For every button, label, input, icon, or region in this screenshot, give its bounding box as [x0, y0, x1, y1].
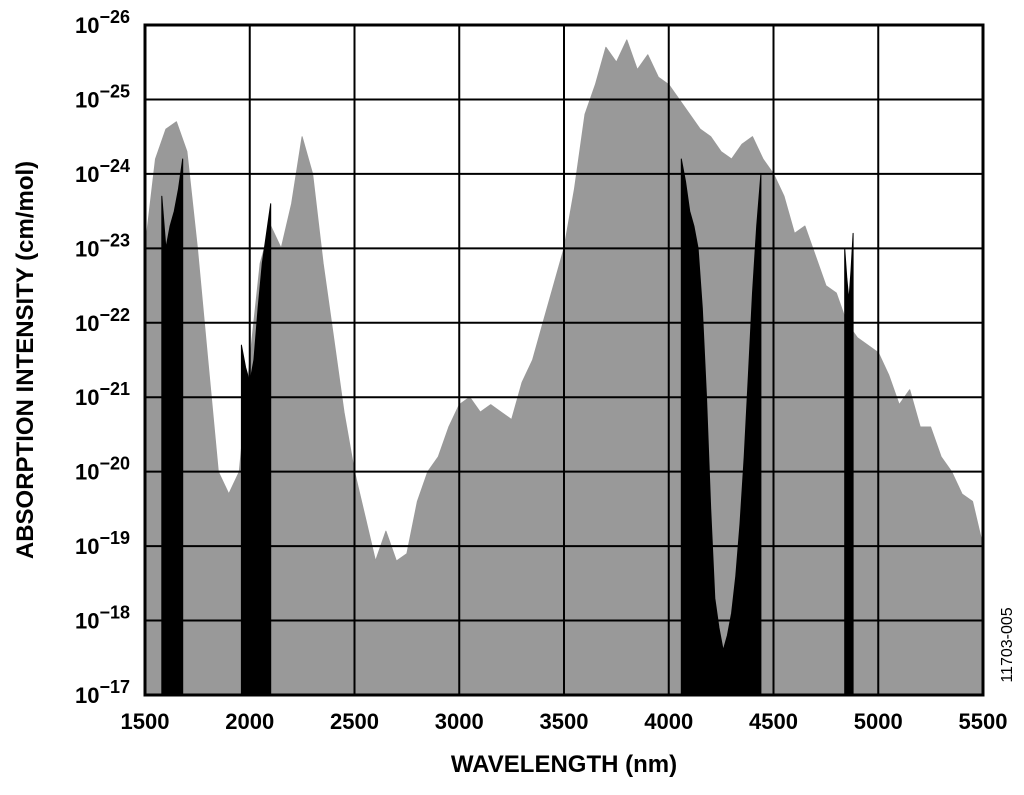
y-tick-label: 10−24 [75, 156, 130, 187]
grid-layer [145, 25, 983, 695]
x-tick-label: 3000 [435, 709, 484, 734]
x-tick-label: 4000 [644, 709, 693, 734]
y-axis-label: ABSORPTION INTENSITY (cm/mol) [12, 161, 39, 559]
y-tick-label: 10−26 [75, 7, 130, 38]
y-tick-label: 10−17 [75, 677, 130, 708]
y-tick-label: 10−21 [75, 379, 130, 410]
series-4-area [844, 232, 854, 696]
y-tick-labels: 10−17 10−18 10−19 10−20 10−21 10−22 10−23 10−24… [75, 7, 130, 708]
x-tick-labels: 1500 2000 2500 3000 3500 4000 4500 5000 5500 [121, 709, 1008, 734]
x-tick-label: 1500 [121, 709, 170, 734]
x-tick-label: 3500 [540, 709, 589, 734]
y-tick-label: 10−18 [75, 603, 130, 634]
figure-id: 11703-005 [999, 607, 1016, 682]
y-tick-label: 10−22 [75, 305, 130, 336]
y-tick-label: 10−19 [75, 528, 130, 559]
y-tick-label: 10−23 [75, 230, 130, 261]
series-1-area [161, 158, 184, 696]
x-tick-label: 5000 [854, 709, 903, 734]
series-2-area [240, 203, 272, 696]
x-tick-label: 5500 [959, 709, 1008, 734]
x-tick-label: 4500 [749, 709, 798, 734]
y-tick-label: 10−25 [75, 81, 130, 112]
x-tick-label: 2500 [330, 709, 379, 734]
y-tick-label: 10−20 [75, 454, 130, 485]
series-3-area [680, 158, 762, 696]
x-axis-label: WAVELENGTH (nm) [451, 751, 677, 778]
x-tick-label: 2000 [225, 709, 274, 734]
plot-frame [143, 23, 985, 697]
